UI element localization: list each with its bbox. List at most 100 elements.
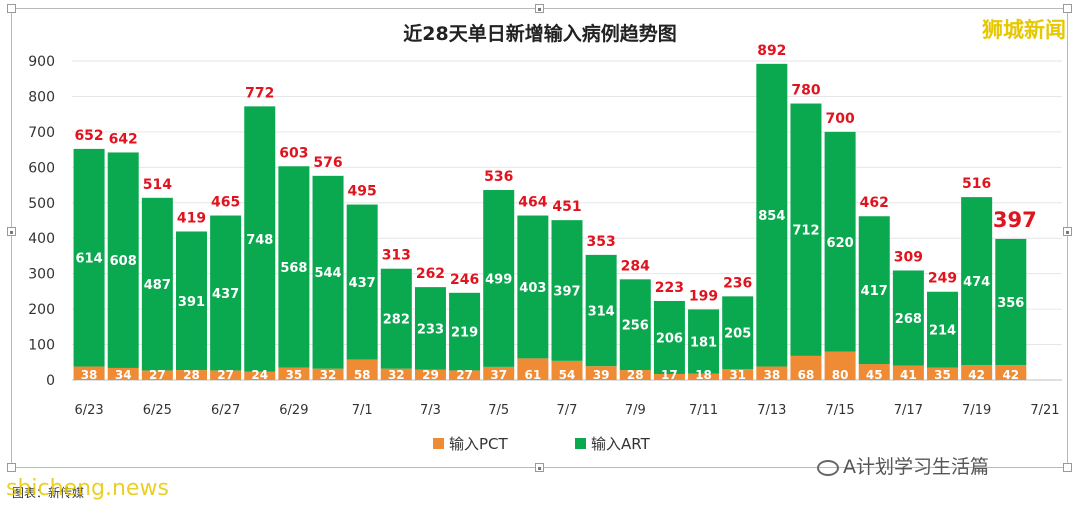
bar-pct: [619, 370, 651, 380]
bar-art-label: 608: [110, 254, 137, 269]
bar-pct: [961, 365, 993, 380]
x-tick-label: 6/23: [74, 403, 103, 418]
bar-total-label: 652: [74, 128, 103, 144]
bar-pct-label: 37: [490, 368, 507, 382]
resize-handle[interactable]: ▪: [7, 227, 16, 236]
bar-total-label: 246: [450, 272, 479, 288]
resize-handle[interactable]: ▪: [1063, 227, 1072, 236]
bar-art-label: 256: [622, 319, 649, 334]
brand-logo-text: 狮城新闻: [982, 18, 1066, 42]
bar-pct: [517, 358, 549, 380]
bar-chart: 近28天单日新增输入病例趋势图 0 100 200 300 400 500 600 700 800…: [28, 22, 1062, 453]
x-tick-label: 7/7: [557, 403, 578, 418]
bar-art: [722, 296, 754, 370]
bar-pct-label: 31: [729, 368, 746, 382]
bar-art: [210, 215, 242, 371]
bar-total-label: 772: [245, 85, 274, 101]
x-tick-label: 7/1: [352, 403, 373, 418]
x-tick-label: 7/15: [826, 403, 855, 418]
y-tick-label: 900: [28, 54, 55, 70]
bar-total-label: 223: [655, 280, 684, 296]
x-tick-label: 7/3: [420, 403, 441, 418]
bar-art: [380, 268, 412, 369]
bar-pct-label: 68: [798, 368, 815, 382]
bar-total-label: 514: [143, 177, 172, 193]
y-tick-label: 100: [28, 338, 55, 354]
bar-pct-label: 18: [695, 368, 712, 382]
bar-pct-label: 45: [866, 368, 883, 382]
bar-art: [892, 270, 924, 366]
resize-handle[interactable]: ▪: [535, 4, 544, 13]
bar-pct: [688, 373, 720, 380]
bar-art-label: 391: [178, 295, 205, 310]
bar-total-label: 576: [313, 155, 342, 171]
bar-art: [107, 152, 139, 368]
bar-pct-label: 38: [81, 368, 98, 382]
bar-total-label: 700: [825, 111, 854, 127]
bar-pct-label: 39: [593, 368, 610, 382]
bar-pct-label: 34: [115, 368, 132, 382]
bar-pct: [790, 355, 822, 380]
bar-pct: [73, 366, 105, 380]
wechat-account-name: A计划学习生活篇: [843, 456, 989, 478]
bar-pct: [995, 365, 1027, 380]
bar-art: [312, 175, 344, 369]
bar-art-label: 854: [758, 209, 785, 224]
bar-pct: [551, 360, 583, 380]
bar-total-label: 892: [757, 43, 786, 59]
y-tick-label: 200: [28, 302, 55, 318]
bar-art: [927, 291, 959, 368]
y-tick-label: 600: [28, 160, 55, 176]
bar-total-label: 397: [993, 208, 1037, 232]
x-tick-label: 7/5: [488, 403, 509, 418]
bar-art-label: 314: [588, 305, 615, 320]
bar-pct: [585, 366, 617, 380]
bar-total-label: 603: [279, 145, 308, 161]
bar-pct-label: 58: [354, 368, 371, 382]
bar-art-label: 437: [349, 276, 376, 291]
x-tick-label: 7/13: [757, 403, 786, 418]
bar-total-label: 353: [587, 234, 616, 250]
bar-art: [653, 300, 685, 374]
bar-art-label: 614: [75, 252, 102, 267]
y-tick-label: 700: [28, 125, 55, 141]
bar-art: [278, 166, 310, 368]
bar-art-label: 712: [792, 224, 819, 239]
bar-art-label: 499: [485, 272, 512, 287]
bar-pct-label: 54: [559, 368, 576, 382]
bar-art-label: 417: [861, 284, 888, 299]
bar-art-label: 474: [963, 275, 990, 290]
wechat-account-label: A计划学习生活篇: [817, 452, 989, 479]
resize-handle[interactable]: [7, 4, 16, 13]
bar-art: [141, 197, 173, 371]
bar-pct-label: 28: [627, 368, 644, 382]
bar-pct: [210, 370, 242, 380]
bar-art: [73, 148, 105, 367]
wechat-icon: [817, 459, 839, 476]
bar-pct: [927, 367, 959, 380]
resize-handle[interactable]: [7, 463, 16, 472]
bar-art: [619, 279, 651, 371]
bar-total-label: 262: [416, 266, 445, 282]
chart-title: 近28天单日新增输入病例趋势图: [403, 22, 676, 45]
bar-art-label: 568: [280, 261, 307, 276]
resize-handle[interactable]: [1063, 4, 1072, 13]
bar-pct: [244, 371, 276, 380]
resize-handle[interactable]: [1063, 463, 1072, 472]
bar-pct: [756, 366, 788, 380]
x-tick-label: 7/21: [1030, 403, 1059, 418]
bar-total-label: 536: [484, 169, 513, 185]
bar-pct-label: 32: [388, 368, 405, 382]
y-tick-label: 800: [28, 89, 55, 105]
bar-art-label: 181: [690, 336, 717, 351]
resize-handle[interactable]: ▪: [535, 463, 544, 472]
bar-art: [551, 220, 583, 361]
bar-art: [175, 231, 207, 371]
bar-total-label: 642: [109, 131, 138, 147]
bar-pct-label: 24: [251, 368, 268, 382]
bar-pct: [483, 366, 515, 380]
bar-pct-label: 17: [661, 368, 678, 382]
bar-art-label: 233: [417, 322, 444, 337]
y-tick-label: 0: [46, 373, 55, 389]
bar-pct: [892, 365, 924, 380]
